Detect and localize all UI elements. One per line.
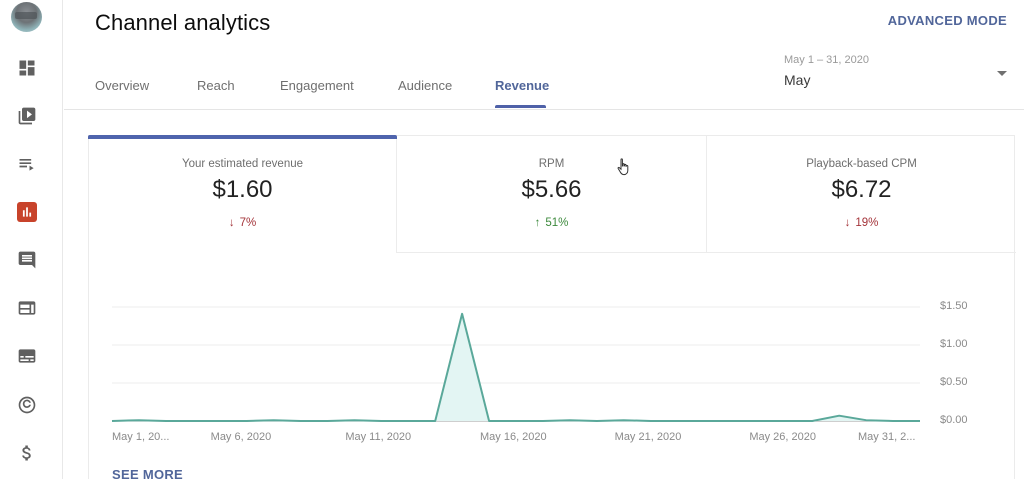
metric-delta: ↓ 19% [707, 217, 1016, 229]
x-tick-label: May 31, 2... [858, 431, 916, 443]
arrow-down-icon: ↓ [844, 217, 851, 229]
delta-value: 19% [855, 217, 879, 229]
date-range-dropdown[interactable]: May 1 – 31, 2020 May [784, 54, 1009, 88]
dollar-icon [22, 445, 31, 461]
hand-cursor-icon [617, 158, 629, 176]
tab-overview[interactable]: Overview [95, 78, 150, 93]
delta-value: 7% [239, 217, 257, 229]
metric-rpm[interactable]: RPM $5.66 ↑ 51% [397, 136, 707, 253]
sidebar-item-monetization[interactable] [16, 442, 38, 464]
sidebar [0, 0, 63, 479]
web-layout-icon [18, 301, 36, 315]
metric-delta: ↑ 51% [397, 217, 706, 229]
x-tick-label: May 21, 2020 [614, 431, 682, 443]
chart-plot [111, 306, 920, 422]
sidebar-item-playlists[interactable] [16, 153, 38, 175]
metric-value: $6.72 [831, 176, 892, 203]
date-range-selected: May [784, 72, 811, 88]
tab-engagement[interactable]: Engagement [280, 78, 354, 93]
analytics-tabs: Overview Reach Engagement Audience Reven… [95, 78, 555, 110]
metric-playback-cpm[interactable]: Playback-based CPM $6.72 ↓ 19% [707, 136, 1016, 253]
date-range-subtitle: May 1 – 31, 2020 [784, 54, 870, 66]
sidebar-item-subtitles[interactable] [16, 345, 38, 367]
tab-audience[interactable]: Audience [398, 78, 453, 93]
page-header: Channel analytics ADVANCED MODE Overview… [64, 0, 1024, 110]
sidebar-item-dashboard[interactable] [16, 57, 38, 79]
x-tick-label: May 11, 2020 [345, 431, 412, 443]
sidebar-item-customization[interactable] [16, 297, 38, 319]
y-tick-label: $0.50 [940, 376, 968, 388]
see-more-link[interactable]: SEE MORE [112, 467, 184, 479]
revenue-chart[interactable]: $0.00 $0.50 $1.00 $1.50 May 1, 20... May 6, … [100, 295, 1010, 445]
metric-estimated-revenue[interactable]: Your estimated revenue $1.60 ↓ 7% [88, 135, 397, 253]
metric-value: $5.66 [521, 176, 582, 203]
chart-line [111, 312, 920, 422]
dropdown-caret-icon [997, 71, 1007, 76]
sidebar-item-comments[interactable] [16, 249, 38, 271]
metric-label: Your estimated revenue [181, 158, 304, 170]
x-tick-label: May 1, 20... [112, 431, 170, 443]
delta-value: 51% [545, 217, 569, 229]
metric-label: Playback-based CPM [806, 158, 917, 170]
tab-revenue[interactable]: Revenue [495, 78, 555, 110]
metric-delta: ↓ 7% [89, 217, 396, 229]
y-tick-label: $0.00 [940, 414, 968, 426]
playlist-icon [19, 159, 34, 171]
advanced-mode-button[interactable]: ADVANCED MODE [887, 13, 1007, 28]
video-library-icon [18, 107, 36, 125]
sidebar-item-copyright[interactable] [16, 394, 38, 416]
x-tick-label: May 26, 2020 [749, 431, 816, 443]
arrow-down-icon: ↓ [228, 217, 235, 229]
metric-tabs: Your estimated revenue $1.60 ↓ 7% RPM $5.… [88, 135, 1016, 253]
comment-icon [18, 251, 36, 269]
dashboard-icon [19, 60, 35, 76]
sidebar-item-content[interactable] [16, 105, 38, 127]
channel-avatar[interactable] [11, 2, 42, 32]
metric-label: RPM [538, 158, 565, 170]
sidebar-item-analytics[interactable] [17, 202, 37, 222]
y-tick-label: $1.50 [940, 300, 968, 312]
chart-area [112, 313, 920, 421]
tab-reach[interactable]: Reach [197, 78, 235, 93]
arrow-up-icon: ↑ [534, 217, 541, 229]
metric-value: $1.60 [212, 176, 273, 203]
page-title: Channel analytics [95, 10, 271, 35]
analytics-icon [22, 207, 32, 217]
x-tick-label: May 16, 2020 [480, 431, 547, 443]
subtitles-icon [18, 349, 36, 363]
copyright-icon [18, 396, 36, 414]
x-tick-label: May 6, 2020 [210, 431, 272, 443]
y-tick-label: $1.00 [940, 338, 968, 350]
